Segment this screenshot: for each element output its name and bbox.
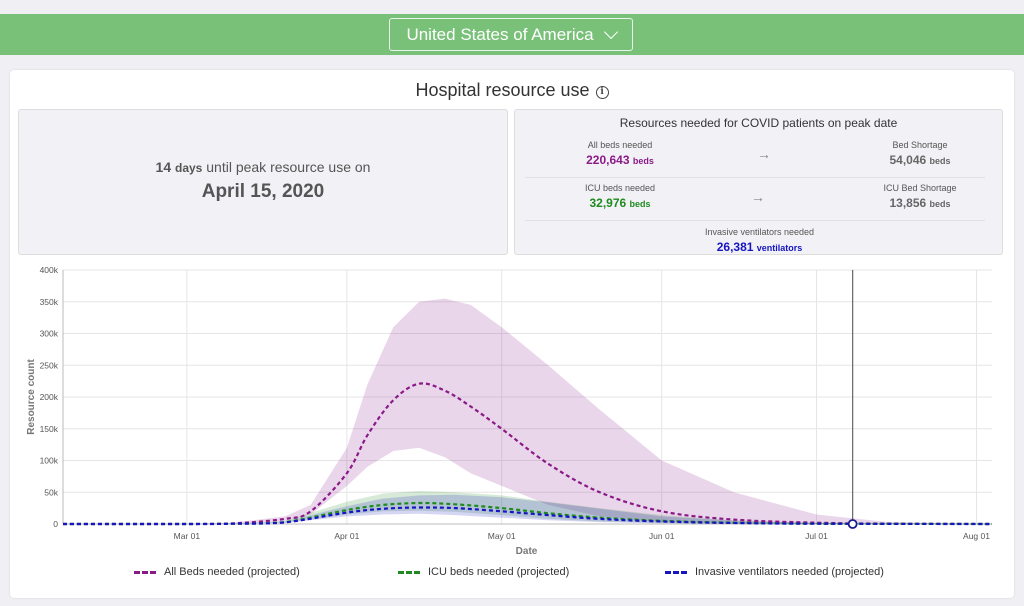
info-icon[interactable]: i: [595, 86, 609, 99]
icu-shortage: ICU Bed Shortage 13,856 beds: [865, 177, 975, 210]
x-tick-label: Apr 01: [334, 531, 359, 541]
ventilators-label: Invasive ventilators needed: [704, 227, 815, 237]
icu-row: ICU beds needed 32,976 beds → ICU Bed Sh…: [525, 177, 985, 221]
icu-needed-unit: beds: [629, 199, 651, 209]
legend-swatch: [665, 570, 687, 574]
chevron-down-icon: [603, 24, 618, 40]
icu-needed-label: ICU beds needed: [584, 183, 656, 193]
resources-title: Resources needed for COVID patients on p…: [619, 116, 898, 130]
peak-days-count: 14: [155, 159, 172, 175]
icu-needed-value: 32,976: [589, 196, 627, 210]
peak-date: April 15, 2020: [201, 181, 325, 202]
resource-chart[interactable]: 0 50k 100k 150k 200k 250k 300k 350k 400k Mar 01 Ap…: [20, 266, 1004, 566]
peak-summary: 14 days until peak resource use on April…: [18, 109, 508, 255]
bed-shortage-unit: beds: [929, 156, 951, 166]
arrow-right-icon: →: [757, 146, 771, 162]
bed-shortage-value: 54,046: [889, 153, 927, 167]
bed-shortage-label: Bed Shortage: [892, 140, 948, 150]
y-axis-label: Resource count: [26, 359, 37, 435]
x-tick-label: Jun 01: [649, 531, 675, 541]
arrow-right-icon: →: [751, 189, 765, 205]
resources-summary: Resources needed for COVID patients on p…: [514, 109, 1003, 255]
date-marker-handle[interactable]: [847, 519, 858, 529]
ventilators-line: [62, 506, 993, 526]
y-tick-label: 250k: [40, 360, 59, 370]
y-tick-label: 100k: [40, 456, 59, 466]
icu-needed: ICU beds needed 32,976 beds: [565, 177, 675, 210]
y-tick-label: 200k: [40, 392, 59, 402]
x-tick-label: May 01: [488, 531, 516, 541]
beds-needed-value: 220,643: [586, 153, 630, 167]
icu-shortage-label: ICU Bed Shortage: [883, 183, 957, 193]
beds-needed-label: All beds needed: [587, 140, 653, 150]
legend-ventilators[interactable]: Invasive ventilators needed (projected): [665, 566, 884, 578]
x-tick-label: Jul 01: [805, 531, 828, 541]
beds-needed-unit: beds: [632, 156, 654, 166]
beds-row: All beds needed 220,643 beds → Bed Short…: [525, 134, 985, 178]
y-tick-label: 300k: [40, 329, 59, 339]
all-beds-line: [62, 382, 993, 526]
country-dropdown[interactable]: United States of America: [389, 18, 633, 51]
ventilators-value: 26,381: [716, 240, 754, 254]
hospital-resource-card: Hospital resource use i 14 days until pea…: [10, 70, 1014, 598]
country-bar: United States of America: [0, 14, 1024, 55]
legend-label: Invasive ventilators needed (projected): [695, 566, 884, 578]
icu-shortage-value: 13,856: [889, 196, 927, 210]
legend-swatch: [398, 570, 420, 574]
card-title-text: Hospital resource use: [415, 80, 590, 100]
legend-label: ICU beds needed (projected): [428, 566, 570, 578]
ventilators-unit: ventilators: [756, 243, 803, 253]
peak-days-word: days: [175, 161, 203, 175]
y-tick-label: 50k: [44, 487, 58, 497]
all-beds-band: [63, 298, 992, 524]
chart-legend: All Beds needed (projected) ICU beds nee…: [10, 566, 1014, 582]
icu-beds-band: [63, 491, 992, 524]
x-tick-label: Mar 01: [174, 531, 201, 541]
legend-all-beds[interactable]: All Beds needed (projected): [134, 566, 300, 578]
y-tick-label: 150k: [40, 424, 59, 434]
ventilators-needed: Invasive ventilators needed 26,381 venti…: [515, 221, 1004, 254]
icu-shortage-unit: beds: [929, 199, 951, 209]
y-tick-label: 350k: [40, 297, 59, 307]
y-tick-label: 0: [53, 519, 58, 529]
legend-label: All Beds needed (projected): [164, 566, 300, 578]
x-tick-label: Aug 01: [963, 531, 990, 541]
icu-beds-line: [62, 501, 993, 526]
bed-shortage: Bed Shortage 54,046 beds: [865, 134, 975, 167]
legend-icu-beds[interactable]: ICU beds needed (projected): [398, 566, 569, 578]
x-axis-label: Date: [516, 546, 538, 557]
y-tick-label: 400k: [40, 266, 59, 275]
peak-countdown: 14 days until peak resource use on: [19, 159, 507, 175]
peak-text: until peak resource use on: [206, 159, 371, 175]
country-label: United States of America: [406, 24, 594, 44]
beds-needed: All beds needed 220,643 beds: [565, 134, 675, 167]
legend-swatch: [134, 570, 156, 574]
card-title: Hospital resource use i: [10, 80, 1014, 101]
ventilators-band: [63, 494, 992, 524]
